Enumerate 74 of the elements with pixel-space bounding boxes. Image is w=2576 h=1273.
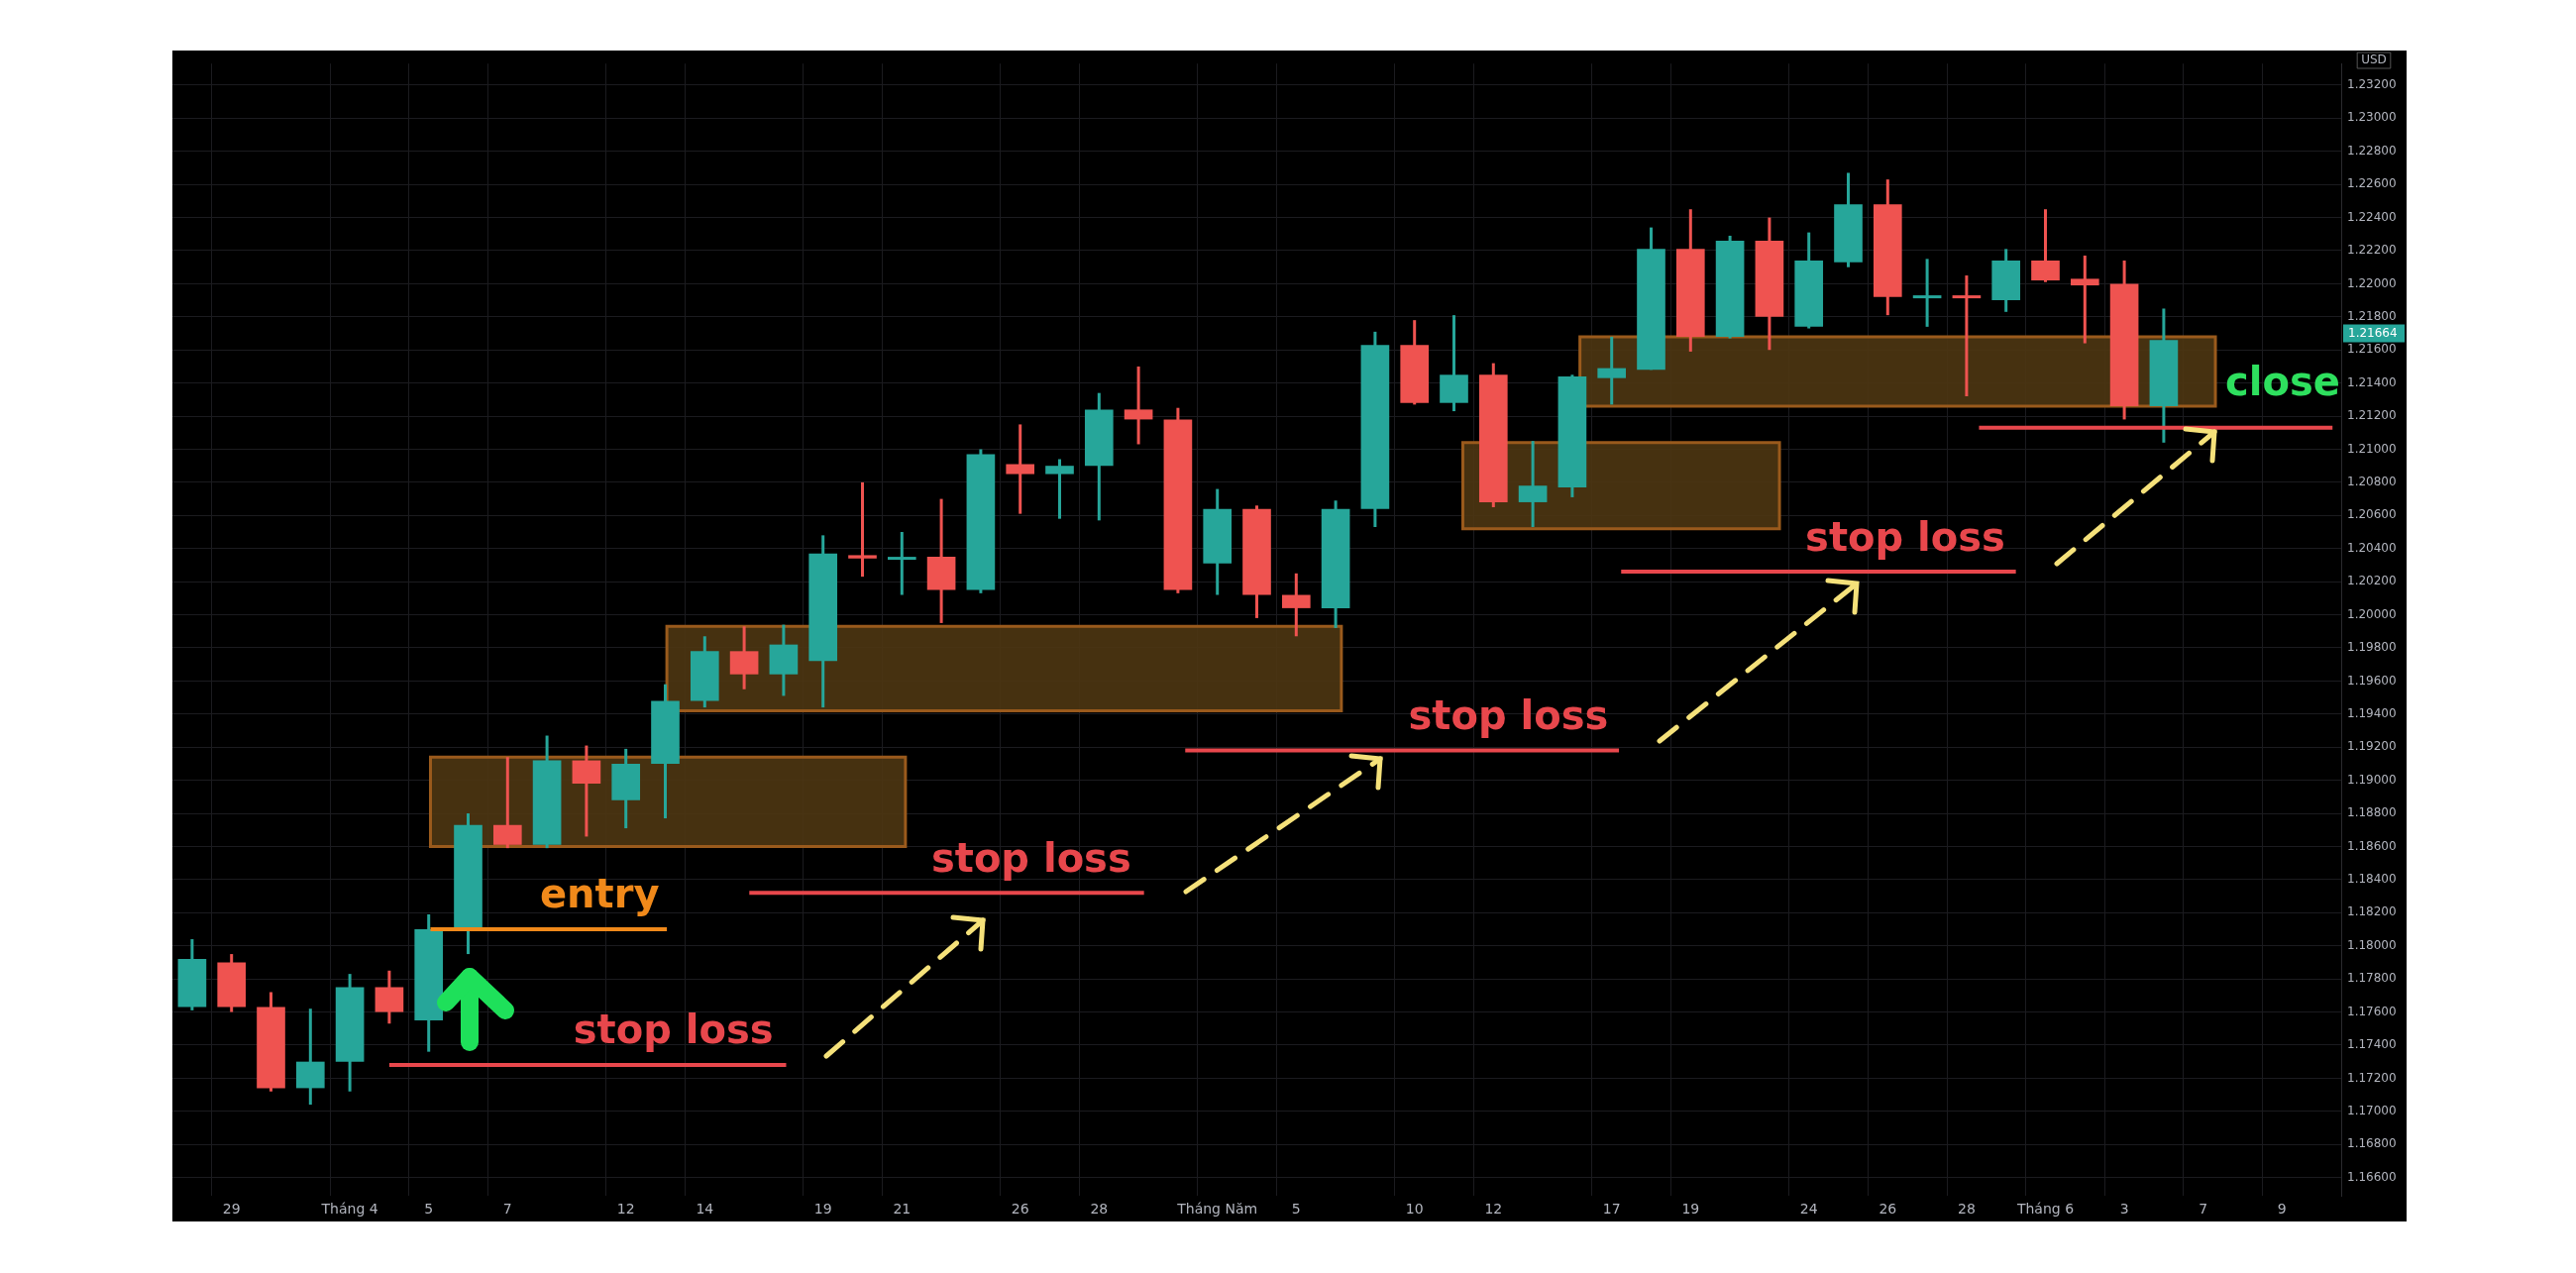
candlestick	[1597, 335, 1627, 405]
candlestick	[1124, 365, 1153, 445]
ref-line-label: stop loss	[930, 834, 1131, 881]
y-tick-label: 1.16600	[2347, 1169, 2397, 1184]
x-tick-label: 19	[1681, 1201, 1700, 1218]
y-tick-label: 1.17000	[2347, 1103, 2397, 1117]
ref-line-label: stop loss	[1805, 513, 2005, 560]
x-tick-label: 9	[2277, 1201, 2287, 1218]
y-tick-label: 1.21000	[2347, 441, 2397, 456]
x-tick-label: 7	[502, 1201, 512, 1218]
y-tick-label: 1.20200	[2347, 574, 2397, 588]
x-tick-label: Tháng 6	[2015, 1201, 2075, 1218]
ref-line-label: stop loss	[573, 1007, 774, 1053]
x-tick-label: 21	[893, 1201, 912, 1218]
x-tick-label: 17	[1602, 1201, 1621, 1218]
y-tick-label: 1.21200	[2347, 408, 2397, 423]
y-tick-label: 1.19800	[2347, 640, 2397, 655]
x-tick-label: 28	[1090, 1201, 1109, 1218]
y-tick-label: 1.19400	[2347, 705, 2397, 720]
x-tick-label: 5	[1291, 1201, 1301, 1218]
candlestick	[1006, 424, 1035, 514]
y-tick-label: 1.17800	[2347, 971, 2397, 986]
x-tick-label: 5	[424, 1201, 434, 1218]
y-tick-label: 1.23200	[2347, 77, 2397, 92]
y-tick-label: 1.23000	[2347, 110, 2397, 125]
y-tick-label: 1.17600	[2347, 1004, 2397, 1018]
candlestick	[848, 480, 877, 579]
y-tick-label: 1.20800	[2347, 475, 2397, 489]
y-tick-label: 1.16800	[2347, 1136, 2397, 1151]
x-tick-label: 10	[1405, 1201, 1424, 1218]
x-tick-label: 12	[616, 1201, 635, 1218]
candlestick	[1952, 275, 1982, 397]
x-tick-label: 28	[1957, 1201, 1976, 1218]
annotation: close	[2225, 359, 2340, 405]
y-tick-label: 1.17400	[2347, 1037, 2397, 1052]
candlestick	[2070, 256, 2099, 344]
y-tick-label: 1.22200	[2347, 243, 2397, 258]
y-tick-label: 1.21600	[2347, 342, 2397, 357]
x-tick-label: 26	[1878, 1201, 1897, 1218]
y-tick-label: 1.22000	[2347, 275, 2397, 290]
y-tick-label: 1.22400	[2347, 209, 2397, 224]
y-tick-label: 1.19200	[2347, 739, 2397, 754]
y-tick-label: 1.20600	[2347, 507, 2397, 522]
y-tick-label: 1.21800	[2347, 308, 2397, 323]
y-tick-label: 1.18400	[2347, 872, 2397, 887]
y-tick-label: 1.18000	[2347, 937, 2397, 952]
x-tick-label: 7	[2199, 1201, 2208, 1218]
x-tick-label: 19	[813, 1201, 832, 1218]
y-tick-label: 1.22600	[2347, 176, 2397, 191]
y-tick-label: 1.20000	[2347, 606, 2397, 621]
text: 1.21664	[2348, 325, 2398, 340]
x-tick-label: Tháng Năm	[1176, 1201, 1258, 1218]
y-tick-label: 1.21400	[2347, 374, 2397, 389]
candlestick	[1912, 259, 1942, 327]
x-tick-label: 26	[1011, 1201, 1029, 1218]
y-tick-label: 1.22800	[2347, 143, 2397, 158]
x-tick-label: 24	[1799, 1201, 1818, 1218]
candlestick	[887, 532, 916, 595]
y-tick-label: 1.19600	[2347, 673, 2397, 688]
x-tick-label: 12	[1484, 1201, 1503, 1218]
ref-line-label: stop loss	[1408, 691, 1609, 738]
x-tick-label: 29	[222, 1201, 241, 1218]
ref-line-label: entry	[539, 871, 660, 917]
y-tick-label: 1.19000	[2347, 772, 2397, 787]
y-tick-label: 1.18200	[2347, 904, 2397, 919]
x-tick-label: 3	[2119, 1201, 2129, 1218]
y-tick-label: 1.18600	[2347, 838, 2397, 853]
candlestick	[1045, 459, 1074, 519]
y-axis-title: USD	[2361, 53, 2387, 67]
x-tick-label: Tháng 4	[320, 1201, 378, 1218]
x-tick-label: 14	[696, 1201, 714, 1218]
y-tick-label: 1.20400	[2347, 540, 2397, 555]
y-tick-label: 1.18800	[2347, 805, 2397, 820]
y-tick-label: 1.17200	[2347, 1070, 2397, 1085]
